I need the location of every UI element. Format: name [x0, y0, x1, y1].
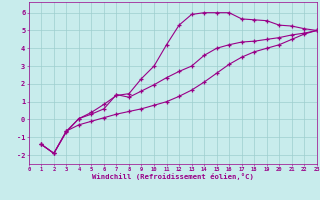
X-axis label: Windchill (Refroidissement éolien,°C): Windchill (Refroidissement éolien,°C): [92, 173, 254, 180]
